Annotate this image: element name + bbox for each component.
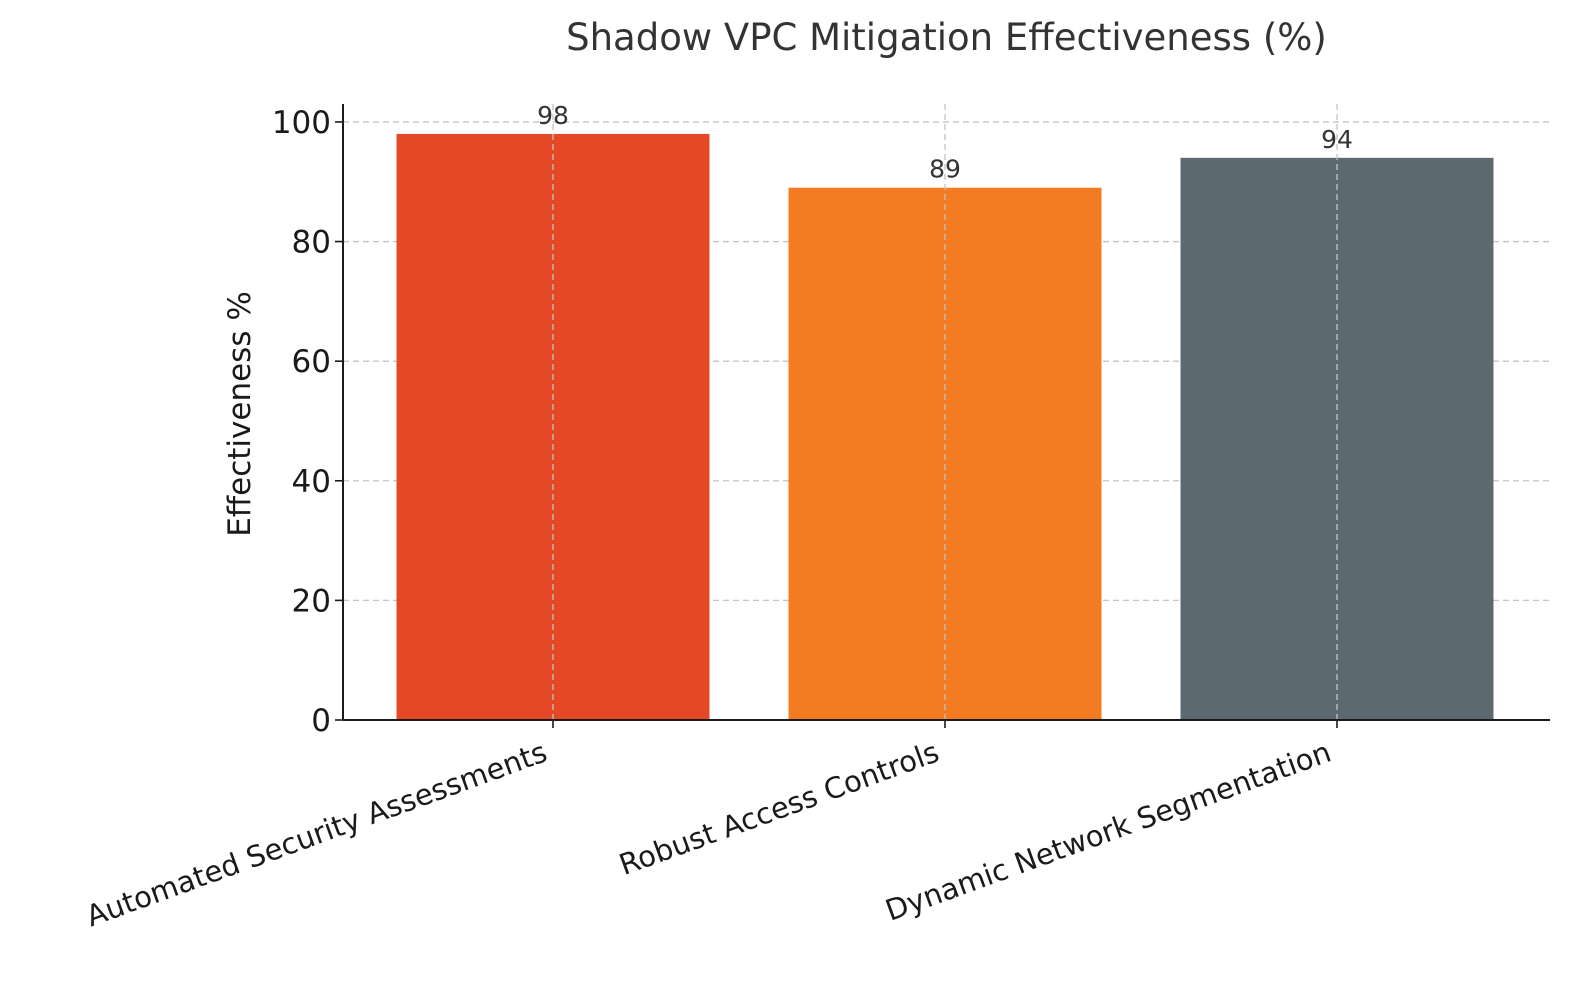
- vertical-grid-lines: [552, 104, 1338, 720]
- labels: 0 20 40 60 80 100 98 Automated Security Assessm…: [82, 101, 1353, 933]
- y-tick-label: 80: [292, 225, 331, 261]
- data-label: 89: [929, 155, 961, 184]
- x-tick-label: Robust Access Controls: [615, 735, 944, 882]
- axes: [335, 104, 1550, 728]
- y-tick-label: 60: [292, 344, 331, 380]
- y-axis-label: Effectiveness %: [222, 291, 258, 537]
- y-tick-label: 0: [311, 703, 331, 739]
- y-tick-label: 100: [272, 105, 331, 141]
- chart-title: Shadow VPC Mitigation Effectiveness (%): [566, 16, 1327, 59]
- data-label: 98: [537, 101, 569, 130]
- y-tick-label: 20: [292, 583, 331, 619]
- x-tick-label: Dynamic Network Segmentation: [881, 735, 1335, 928]
- y-tick-label: 40: [292, 464, 331, 500]
- data-label: 94: [1321, 125, 1353, 154]
- x-tick-label: Automated Security Assessments: [82, 735, 552, 934]
